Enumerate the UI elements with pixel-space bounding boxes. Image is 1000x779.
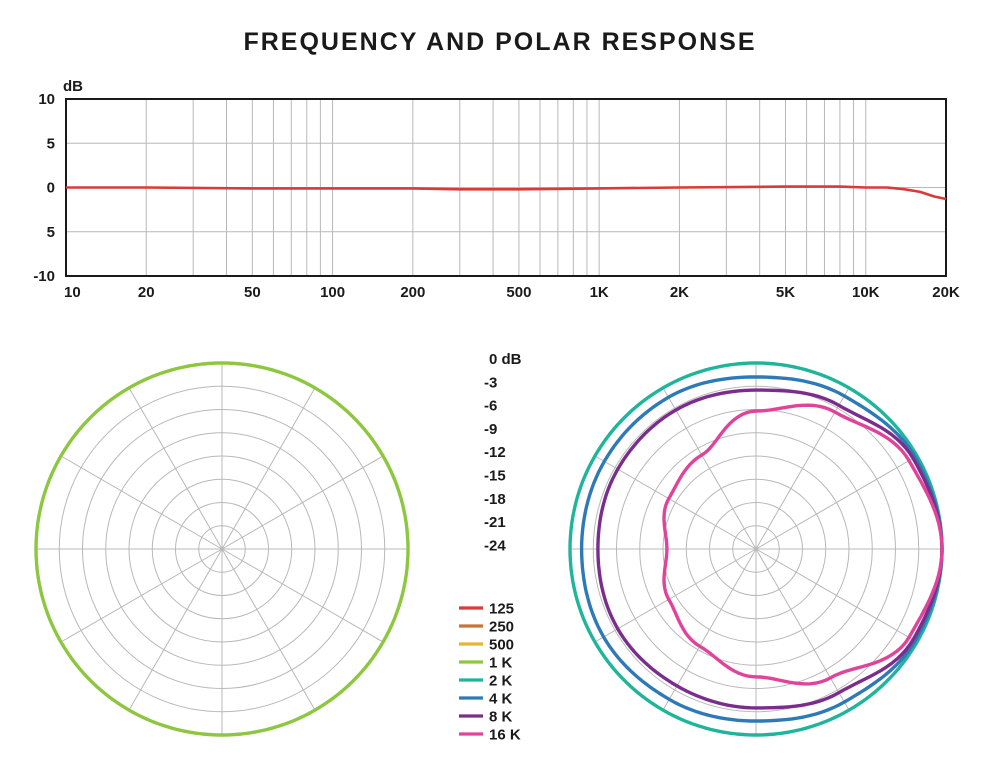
y-tick-label: 10 [38, 91, 55, 108]
polar-spoke [60, 548, 223, 643]
legend-label: 4 K [489, 691, 513, 708]
polar-series-1k [34, 361, 410, 737]
polar-series-4k [579, 375, 944, 723]
x-tick-label: 10K [852, 284, 880, 301]
polar-db-tick-label: -12 [484, 444, 506, 461]
polar-spoke [755, 455, 918, 550]
polar-db-tick-label: -24 [484, 537, 506, 554]
chart-title: FREQUENCY AND POLAR RESPONSE [243, 28, 757, 56]
legend-label: 250 [489, 619, 514, 636]
polar-spoke [594, 548, 757, 643]
polar-db-tick-label: -21 [484, 514, 506, 531]
polar-db-tick-label: 0 dB [489, 351, 522, 368]
y-tick-label: 0 [47, 180, 55, 197]
x-tick-label: 1K [590, 284, 609, 301]
legend-item: 125 [459, 601, 514, 618]
polar-db-tick-label: -9 [484, 421, 497, 438]
polar-spoke [60, 455, 223, 550]
polar-spoke [221, 387, 316, 550]
frequency-response-line [66, 185, 947, 201]
legend-label: 16 K [489, 727, 521, 744]
x-tick-label: 100 [320, 284, 345, 301]
polar-db-tick-label: -15 [484, 468, 506, 485]
polar-spoke [755, 548, 850, 711]
polar-spoke [221, 455, 384, 550]
legend-item: 1 K [459, 655, 513, 672]
legend-item: 4 K [459, 691, 513, 708]
polar-spoke [128, 387, 223, 550]
polar-chart-right [568, 361, 944, 737]
x-tick-label: 2K [670, 284, 689, 301]
legend-item: 8 K [459, 709, 513, 726]
polar-chart-left [34, 361, 410, 737]
legend-item: 16 K [459, 727, 521, 744]
y-axis-label: dB [63, 78, 83, 95]
x-tick-label: 10 [64, 284, 81, 301]
legend-label: 2 K [489, 673, 513, 690]
polar-series-2k [568, 361, 944, 737]
y-tick-label: 5 [47, 224, 55, 241]
polar-spoke [662, 548, 757, 711]
legend-item: 2 K [459, 673, 513, 690]
x-tick-label: 5K [776, 284, 795, 301]
polar-db-scale: 0 dB -3 -6 -9 -12 -15 -18 -21 -24 [484, 351, 522, 554]
x-tick-label: 200 [400, 284, 425, 301]
legend-label: 1 K [489, 655, 513, 672]
legend-item: 500 [459, 637, 514, 654]
polar-spoke [662, 387, 757, 550]
polar-spoke [221, 548, 384, 643]
x-tick-label: 20K [932, 284, 960, 301]
legend-label: 125 [489, 601, 514, 618]
polar-spoke [221, 548, 316, 711]
polar-series-8k [596, 388, 944, 710]
polar-spoke [594, 455, 757, 550]
x-tick-label: 50 [244, 284, 261, 301]
legend-label: 8 K [489, 709, 513, 726]
polar-db-tick-label: -3 [484, 374, 497, 391]
polar-spoke [755, 548, 918, 643]
y-tick-label: -10 [33, 268, 55, 285]
x-tick-label: 20 [138, 284, 155, 301]
polar-db-tick-label: -6 [484, 398, 497, 415]
y-tick-label: 5 [47, 135, 55, 152]
polar-series-16k [662, 403, 944, 686]
legend-label: 500 [489, 637, 514, 654]
polar-db-tick-label: -18 [484, 491, 506, 508]
polar-spoke [128, 548, 223, 711]
polar-spoke [755, 387, 850, 550]
legend-item: 250 [459, 619, 514, 636]
x-tick-label: 500 [506, 284, 531, 301]
